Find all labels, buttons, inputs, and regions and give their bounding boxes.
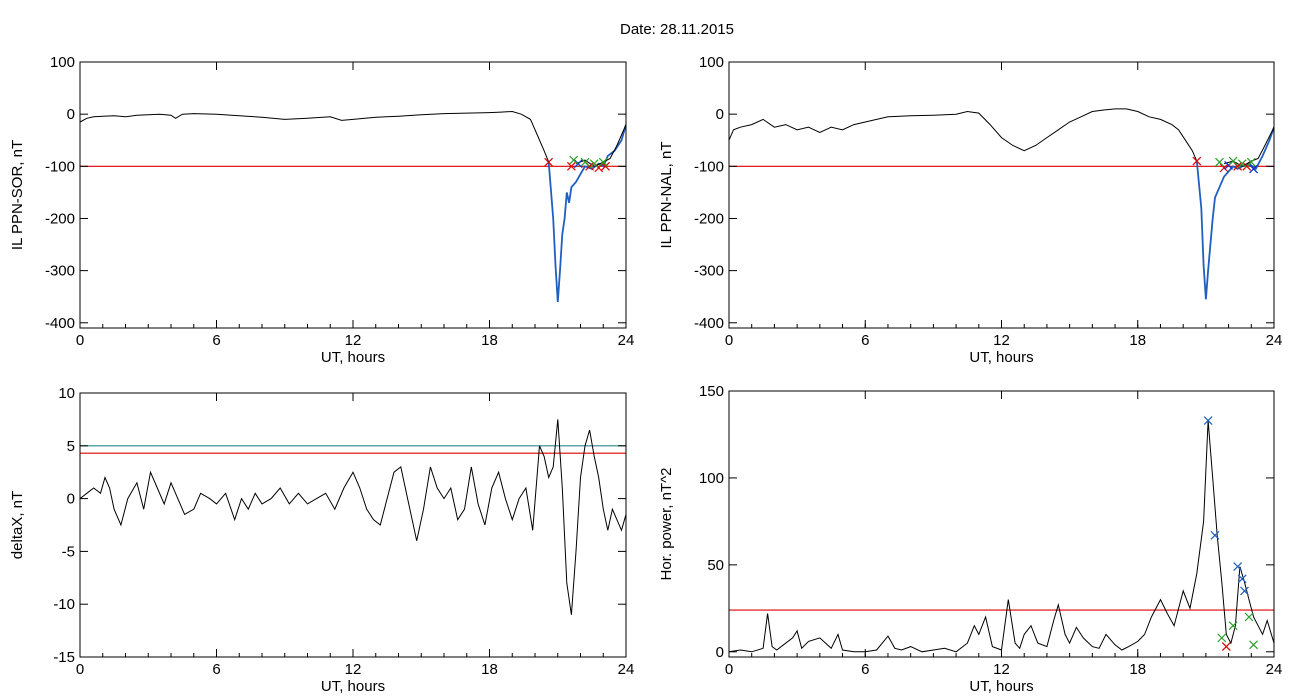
x-tick-label: 6: [212, 661, 220, 678]
x-axis-label: UT, hours: [969, 349, 1033, 366]
marker-1: [544, 157, 554, 167]
series-line-2: [547, 124, 626, 302]
y-tick-label: 5: [67, 438, 75, 455]
chart-panel-3: 0 6 12 18 24 10 5 0 -5 -10 -15 UT, hours deltaX, nT: [9, 385, 634, 695]
marker-9: [1221, 642, 1231, 651]
y-tick-label: -200: [694, 210, 724, 227]
x-tick-label: 24: [618, 661, 635, 678]
x-tick-label: 6: [861, 332, 869, 349]
series-line-1: [80, 419, 626, 615]
marker-6: [601, 161, 610, 171]
marker-7: [1215, 157, 1224, 167]
marker-1: [1192, 156, 1202, 166]
marker-2: [566, 161, 576, 171]
marker-6: [1217, 633, 1227, 643]
series-group: [729, 420, 1274, 653]
plot-frame: [728, 61, 1275, 329]
x-tick-label: 0: [76, 661, 84, 678]
x-tick-label: 18: [481, 661, 498, 678]
chart-panel-2: 0 6 12 18 24 100 0 -100 -200 -300 -400 UT, hours IL …: [658, 54, 1282, 366]
y-tick-label: -300: [694, 263, 724, 280]
y-axis-label: deltaX, nT: [9, 491, 26, 559]
page-title: Date: 28.11.2015: [620, 21, 734, 38]
marker-2: [1210, 530, 1220, 540]
series-group: [80, 419, 626, 615]
y-axis-label: IL PPN-NAL, nT: [658, 142, 675, 249]
series-line-1: [80, 110, 550, 163]
y-tick-label: -100: [45, 158, 75, 175]
y-tick-label: 100: [50, 54, 75, 71]
x-tick-label: 0: [725, 661, 733, 678]
y-tick-label: 100: [699, 470, 724, 487]
y-tick-label: -300: [45, 263, 75, 280]
chart-panel-4: 0 6 12 18 24 150 100 50 0 UT, hours Hor. power, nT…: [658, 383, 1282, 695]
y-axis-label: IL PPN-SOR, nT: [9, 140, 26, 250]
marker-8: [1228, 156, 1238, 166]
y-tick-label: 0: [716, 106, 724, 123]
marker-10: [1249, 640, 1258, 650]
marker-8: [580, 157, 590, 167]
chart-panel-1: 0 6 12 18 24 100 0 -100 -200 -300 -400 UT, hours IL …: [9, 54, 634, 366]
y-tick-label: 0: [716, 644, 724, 661]
y-tick-label: -5: [62, 543, 75, 560]
x-tick-label: 18: [1129, 332, 1146, 349]
y-tick-label: 0: [67, 491, 75, 508]
x-tick-label: 24: [1266, 332, 1283, 349]
marker-10: [598, 157, 608, 167]
marker-9: [1237, 159, 1247, 169]
marker-9: [589, 159, 599, 169]
marker-7: [1228, 621, 1238, 631]
marker-2: [1219, 163, 1229, 173]
marker-3: [573, 159, 583, 169]
marker-7: [569, 155, 579, 165]
x-axis-label: UT, hours: [969, 678, 1033, 695]
marker-6: [1249, 164, 1258, 174]
series-group: [80, 110, 626, 302]
plot-frame: [79, 61, 627, 329]
y-tick-label: 100: [699, 54, 724, 71]
x-axis-label: UT, hours: [321, 678, 385, 695]
x-tick-label: 12: [993, 332, 1010, 349]
x-tick-label: 0: [725, 332, 733, 349]
y-tick-label: -100: [694, 158, 724, 175]
y-tick-label: 0: [67, 106, 75, 123]
y-tick-label: -15: [53, 649, 75, 666]
y-tick-label: -200: [45, 210, 75, 227]
series-line-1: [729, 108, 1198, 162]
x-tick-label: 12: [345, 332, 362, 349]
x-tick-label: 24: [618, 332, 635, 349]
y-tick-label: -400: [694, 315, 724, 332]
y-tick-label: -10: [53, 596, 75, 613]
marker-4: [1237, 574, 1247, 584]
x-tick-label: 12: [993, 661, 1010, 678]
plot-frame: [79, 392, 627, 658]
x-tick-label: 6: [861, 661, 869, 678]
marker-8: [1244, 612, 1254, 622]
y-tick-label: -400: [45, 315, 75, 332]
x-axis-label: UT, hours: [321, 349, 385, 366]
marker-3: [1233, 562, 1243, 572]
series-group: [729, 108, 1274, 300]
x-tick-label: 0: [76, 332, 84, 349]
y-tick-label: 50: [707, 557, 724, 574]
marker-5: [1240, 586, 1249, 596]
x-tick-label: 18: [1129, 661, 1146, 678]
y-axis-label: Hor. power, nT^2: [658, 468, 675, 581]
series-line-2: [1195, 126, 1274, 300]
marker-10: [1246, 157, 1256, 167]
plot-frame: [728, 390, 1275, 658]
x-tick-label: 6: [212, 332, 220, 349]
x-tick-label: 12: [345, 661, 362, 678]
x-tick-label: 18: [481, 332, 498, 349]
series-line-1: [729, 420, 1274, 653]
marker-1: [1203, 416, 1213, 425]
x-tick-label: 24: [1266, 661, 1283, 678]
y-tick-label: 150: [699, 383, 724, 400]
y-tick-label: 10: [58, 385, 75, 402]
